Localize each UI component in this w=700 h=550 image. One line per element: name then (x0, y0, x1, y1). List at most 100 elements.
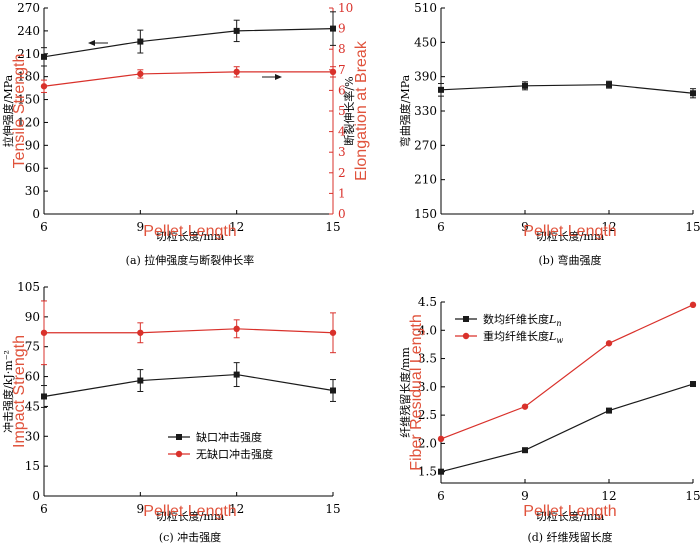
y-axis-title: 拉伸强度/MPa (1, 74, 15, 147)
overlay-x-label: Pellet Length (523, 503, 616, 520)
legend-symbol: L (548, 313, 556, 326)
legend-symbol: L (548, 330, 556, 343)
legend-marker (462, 332, 470, 340)
x-tick-label: 15 (325, 220, 340, 234)
y-tick-label: 75 (25, 340, 40, 354)
y2-tick-label: 1 (338, 186, 346, 200)
y-axis-title: 纤维残留长度/mm (398, 347, 412, 438)
y-tick-label: 390 (414, 70, 437, 84)
data-point (329, 329, 337, 336)
data-point (522, 447, 528, 454)
y2-axis-title: 断裂伸长率/% (342, 76, 356, 145)
x-tick-label: 6 (40, 220, 48, 234)
x-tick-label: 6 (437, 220, 445, 234)
data-point (689, 301, 697, 309)
data-point (330, 387, 336, 394)
legend-marker (463, 316, 469, 322)
data-point (40, 83, 48, 90)
data-point (690, 381, 696, 388)
y-tick-label: 3.5 (418, 352, 437, 366)
legend-marker (175, 450, 183, 458)
x-tick-label: 6 (437, 489, 445, 503)
data-point (606, 81, 612, 88)
series-line (43, 28, 334, 58)
chart-panel-d: 1.5 2.0 2.5 3.0 3.5 4.0 4.5 6 9 12 15 切粒长度/mm 纤维残留长度… (398, 295, 700, 544)
x-tick-label: 12 (229, 220, 244, 234)
y-tick-label: 330 (414, 104, 437, 118)
data-point (41, 393, 47, 400)
y-tick-label: 30 (25, 184, 40, 198)
data-point (521, 403, 529, 410)
data-point (137, 377, 144, 384)
x-axis-title: 切粒长度/mm (156, 229, 225, 243)
x-tick-label: 6 (40, 502, 48, 516)
data-point (233, 325, 240, 332)
x-tick-label: 15 (685, 489, 700, 503)
y-tick-label: 90 (25, 138, 40, 152)
y-tick-label: 1.5 (418, 465, 437, 479)
y2-tick-label: 4 (338, 125, 346, 139)
overlay-y-label: Impact Strength (11, 335, 28, 448)
y2-tick-label: 10 (338, 1, 353, 15)
y-axis-title: 弯曲强度/MPa (398, 74, 412, 147)
y-tick-label: 240 (17, 24, 40, 38)
y2-tick-label: 5 (338, 104, 346, 118)
y-tick-label: 45 (25, 399, 40, 413)
legend-label: 无缺口冲击强度 (196, 447, 273, 461)
overlay-y-label: Tensile Strength (11, 54, 28, 169)
y-tick-label: 0 (32, 207, 40, 221)
x-tick-label: 12 (601, 220, 616, 234)
data-point (137, 70, 144, 78)
y-tick-label: 120 (17, 115, 40, 129)
x-tick-label: 9 (521, 489, 529, 503)
y2-tick-label: 0 (338, 207, 346, 221)
y2-tick-label: 9 (338, 22, 346, 36)
y-tick-label: 450 (414, 35, 437, 49)
series-line (440, 383, 694, 473)
data-point (233, 68, 240, 76)
y-tick-label: 60 (25, 370, 40, 384)
x-tick-label: 9 (137, 220, 145, 234)
legend-label: 重均纤维长度Lw (483, 329, 563, 345)
y-tick-label: 3.0 (418, 380, 437, 394)
series-line (440, 304, 694, 440)
data-point (41, 53, 47, 60)
x-axis-title: 切粒长度/mm (536, 229, 605, 243)
legend-label: 数均纤维长度Ln (483, 312, 561, 328)
y-tick-label: 15 (25, 459, 40, 473)
y-tick-label: 90 (25, 310, 40, 324)
y-tick-label: 4.0 (418, 323, 437, 337)
y-tick-label: 270 (414, 138, 437, 152)
x-tick-label: 15 (685, 220, 700, 234)
data-point (233, 27, 240, 34)
data-point (137, 329, 144, 336)
x-axis-title: 切粒长度/mm (536, 509, 605, 523)
y2-tick-label: 3 (338, 145, 346, 159)
x-tick-label: 12 (601, 489, 616, 503)
y-tick-label: 60 (25, 161, 40, 175)
overlay-x-label: Pellet Length (143, 223, 236, 240)
y-tick-label: 210 (17, 47, 40, 61)
y2-tick-label: 6 (338, 83, 346, 97)
data-point (329, 68, 337, 76)
legend-subscript: w (556, 336, 563, 345)
panel-caption: (c) 冲击强度 (159, 530, 221, 544)
x-tick-label: 15 (325, 502, 340, 516)
chart-panel-c: 0 15 30 45 60 75 90 105 6 9 12 15 切粒长度/mm 冲击强度/kJ·m⁻²… (1, 280, 341, 544)
y-tick-label: 150 (414, 207, 437, 221)
y2-tick-label: 8 (338, 42, 346, 56)
data-point (690, 90, 696, 97)
y-tick-label: 2.5 (418, 408, 437, 422)
series-line (44, 328, 334, 334)
data-point (40, 329, 48, 336)
overlay-y2-label: Elongation at Break (353, 40, 370, 181)
chart-panel-b: 150 210 270 330 390 450 510 6 9 12 15 切粒长度/mm 弯曲强度/M… (398, 1, 700, 267)
data-point (330, 25, 336, 32)
data-point (606, 407, 612, 414)
x-axis-title: 切粒长度/mm (156, 509, 225, 523)
legend-marker (176, 434, 182, 440)
legend-label: 缺口冲击强度 (196, 430, 262, 444)
y-tick-label: 30 (25, 429, 40, 443)
